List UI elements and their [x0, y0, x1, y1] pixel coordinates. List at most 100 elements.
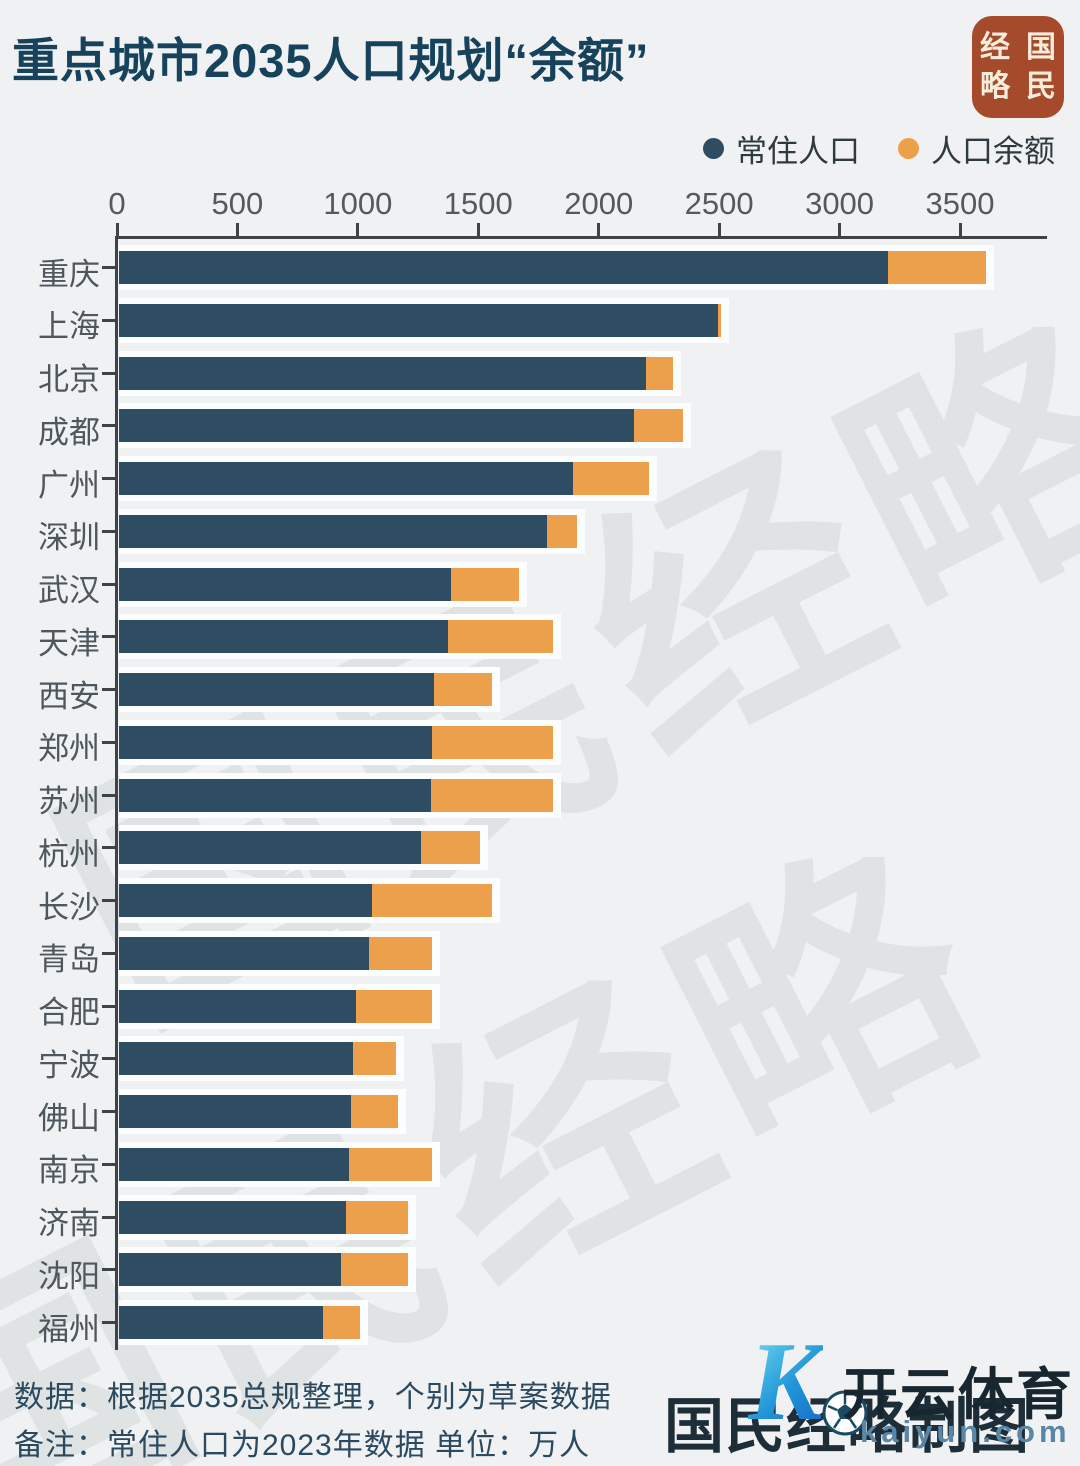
- bar-segment-resident: [119, 989, 357, 1023]
- legend-dot-balance: [898, 138, 919, 159]
- bar-segment-balance: [356, 989, 433, 1023]
- x-tick-label: 1000: [323, 186, 393, 221]
- bar-segment-resident: [119, 1095, 351, 1128]
- bar-segment-balance: [346, 1200, 409, 1234]
- x-tick-mark: [356, 223, 360, 237]
- legend-item-resident: 常住人口: [703, 126, 860, 171]
- y-tick-mark: [102, 740, 117, 744]
- y-tick-mark: [102, 899, 117, 902]
- bar-segment-balance: [450, 567, 519, 601]
- y-tick-mark: [102, 1162, 117, 1166]
- bar-segment-balance: [323, 1306, 360, 1339]
- x-tick-mark: [115, 223, 119, 237]
- category-label: 济南: [38, 1206, 100, 1241]
- x-tick-mark: [235, 223, 239, 237]
- bar-segment-balance: [431, 778, 553, 812]
- y-tick-mark: [102, 266, 117, 269]
- category-label: 青岛: [38, 942, 100, 978]
- y-tick-mark: [102, 1215, 117, 1219]
- x-tick-label: 500: [211, 186, 264, 221]
- footer-remark-note: 备注：常住人口为2023年数据 单位：万人: [14, 1429, 591, 1462]
- bar-segment-resident: [119, 884, 373, 917]
- badge-char: 民: [1026, 70, 1056, 103]
- category-label: 武汉: [38, 573, 100, 608]
- kaiyun-k-logo-icon: K: [748, 1320, 823, 1444]
- bar-segment-resident: [119, 936, 369, 970]
- category-label: 重庆: [38, 256, 100, 292]
- x-tick-mark: [476, 223, 480, 237]
- bar-segment-balance: [368, 936, 433, 970]
- category-label: 深圳: [38, 520, 100, 556]
- category-label: 北京: [38, 362, 100, 397]
- y-tick-mark: [102, 688, 117, 691]
- y-tick-mark: [102, 1110, 117, 1113]
- x-tick-label: 3500: [925, 186, 995, 221]
- bar-segment-balance: [887, 251, 987, 284]
- bar-segment-resident: [119, 462, 573, 495]
- bar-segment-balance: [434, 673, 493, 706]
- footer-source-note: 数据：根据2035总规整理，个别为草案数据: [14, 1381, 612, 1414]
- legend-dot-resident: [703, 138, 724, 159]
- x-tick-label: 0: [108, 186, 126, 221]
- bar-segment-resident: [119, 1200, 347, 1234]
- legend-item-balance: 人口余额: [898, 126, 1055, 171]
- bar-segment-resident: [119, 725, 433, 759]
- bar-segment-resident: [119, 1042, 353, 1076]
- bar-segment-resident: [119, 514, 548, 548]
- bar-segment-resident: [119, 673, 435, 706]
- category-label: 上海: [38, 309, 100, 345]
- bar-segment-balance: [447, 620, 553, 654]
- bar-segment-resident: [119, 356, 646, 390]
- bar-segment-resident: [119, 1253, 341, 1287]
- x-tick-label: 3000: [805, 186, 875, 221]
- x-tick-mark: [838, 223, 842, 237]
- y-tick-mark: [102, 951, 117, 955]
- bar-segment-resident: [119, 831, 421, 865]
- bar-segment-balance: [547, 514, 577, 548]
- y-tick-mark: [102, 1057, 117, 1061]
- y-tick-mark: [102, 793, 117, 797]
- category-label: 南京: [38, 1153, 100, 1189]
- bar-segment-balance: [372, 884, 493, 917]
- x-tick-label: 2500: [684, 186, 754, 221]
- category-label: 天津: [38, 625, 100, 661]
- bar-segment-balance: [645, 356, 673, 390]
- bar-segment-resident: [119, 303, 718, 337]
- y-tick-mark: [102, 635, 117, 639]
- y-tick-mark: [102, 477, 117, 480]
- kaiyun-domain: kaiyun.com: [860, 1414, 1071, 1449]
- category-label: 长沙: [38, 889, 100, 925]
- category-label: 成都: [38, 414, 100, 450]
- bar-segment-balance: [432, 725, 553, 759]
- x-tick-label: 1500: [443, 186, 513, 221]
- y-tick-mark: [102, 1321, 117, 1324]
- x-tick-mark: [597, 223, 601, 237]
- badge-char: 经: [980, 31, 1010, 64]
- bar-segment-balance: [350, 1095, 399, 1128]
- category-label: 合肥: [38, 995, 100, 1030]
- x-tick-label: 2000: [564, 186, 634, 221]
- bar-segment-resident: [119, 1147, 350, 1181]
- y-tick-mark: [102, 582, 117, 586]
- y-tick-mark: [102, 318, 117, 322]
- bar-segment-balance: [340, 1253, 409, 1287]
- badge-char: 略: [980, 70, 1010, 103]
- credit-block: 国民经略制图 K 开云体育 kaiyun.com: [664, 1326, 1074, 1462]
- bar-segment-balance: [420, 831, 481, 865]
- soccer-ball-icon: [822, 1390, 868, 1436]
- category-label: 杭州: [38, 836, 100, 872]
- legend-label-resident: 常住人口: [736, 134, 860, 169]
- bar-segment-resident: [119, 1306, 323, 1339]
- y-tick-mark: [102, 371, 117, 375]
- category-label: 苏州: [38, 784, 100, 819]
- bar-segment-balance: [572, 462, 649, 495]
- page-title: 重点城市2035人口规划“余额”: [12, 34, 650, 87]
- bar-segment-resident: [119, 251, 888, 284]
- bar-segment-balance: [634, 409, 683, 443]
- category-label: 西安: [38, 678, 100, 714]
- category-label: 沈阳: [38, 1258, 100, 1294]
- category-label: 宁波: [38, 1047, 100, 1083]
- category-label: 郑州: [38, 731, 100, 767]
- bar-segment-resident: [119, 778, 432, 812]
